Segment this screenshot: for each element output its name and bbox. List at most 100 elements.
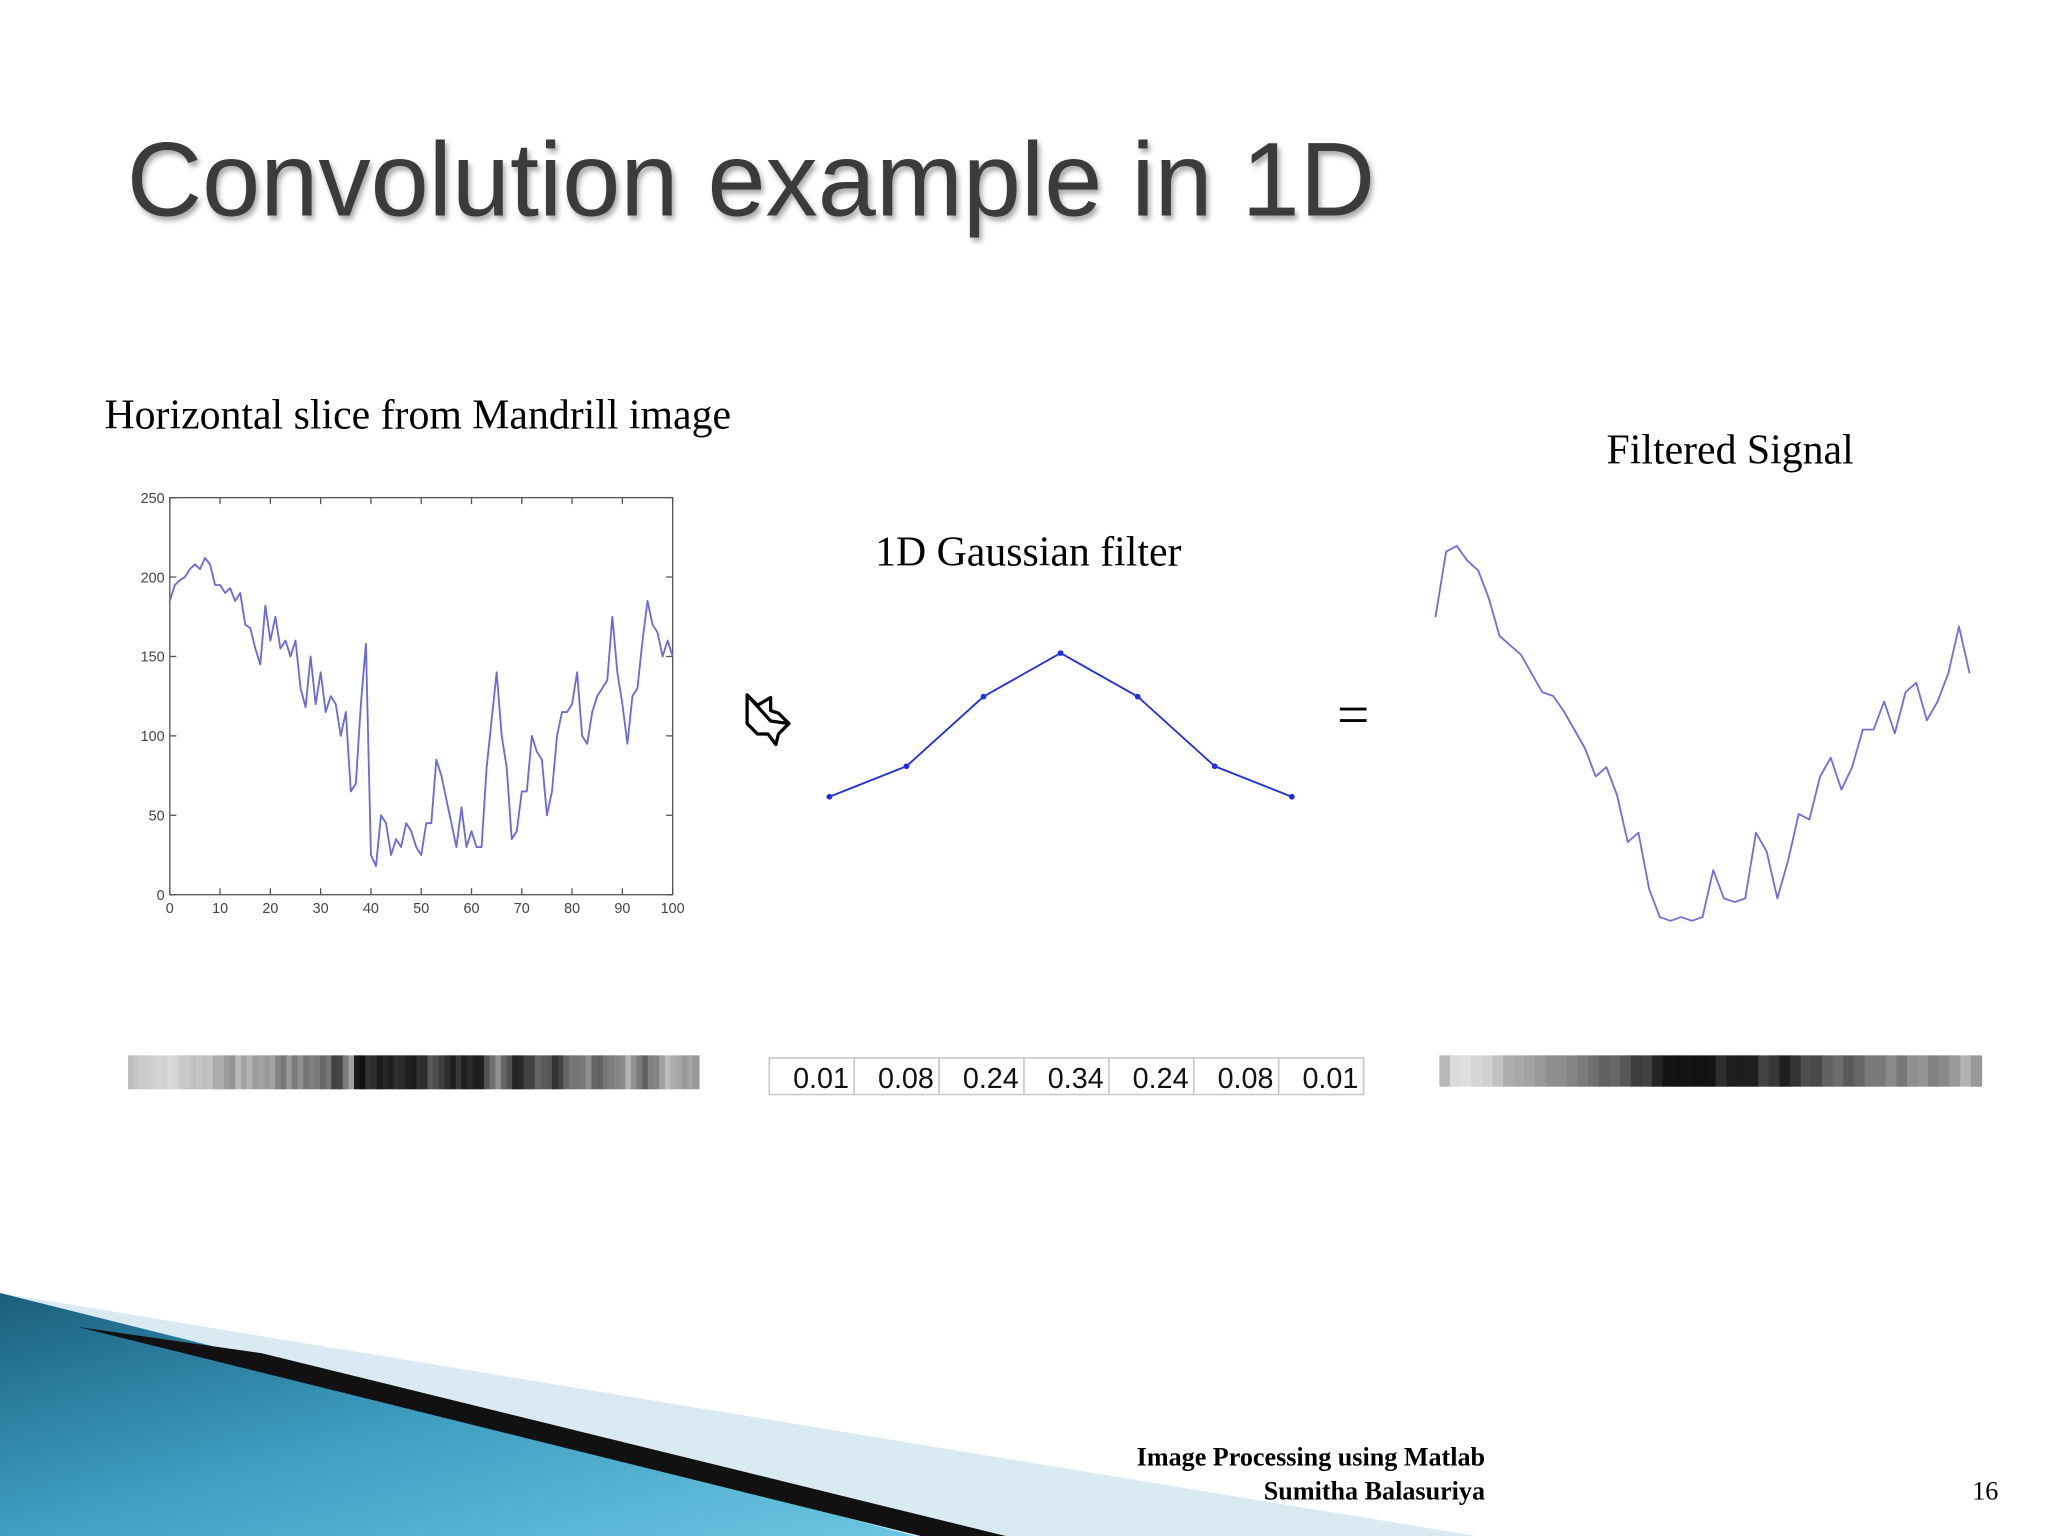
intensity-cell	[1885, 1055, 1898, 1087]
intensity-cell	[659, 1055, 666, 1090]
intensity-cell	[664, 1055, 672, 1090]
intensity-cell	[229, 1055, 237, 1090]
intensity-cell	[1471, 1055, 1483, 1087]
intensity-cell	[602, 1055, 610, 1090]
intensity-cell	[1758, 1055, 1770, 1087]
intensity-cell	[246, 1055, 254, 1090]
intensity-cell	[314, 1055, 321, 1090]
intensity-cell	[1535, 1055, 1547, 1087]
intensity-cell	[1503, 1055, 1515, 1087]
intensity-cell	[156, 1055, 163, 1090]
intensity-cell	[167, 1055, 174, 1090]
intensity-cell	[399, 1055, 406, 1090]
y-tick-label: 150	[141, 650, 165, 666]
intensity-cell	[681, 1055, 689, 1090]
intensity-cell	[1609, 1055, 1621, 1087]
intensity-cell	[1651, 1055, 1664, 1087]
intensity-cell	[1875, 1055, 1887, 1087]
intensity-cell	[608, 1055, 615, 1090]
intensity-cell	[1545, 1055, 1558, 1087]
kernel-value: 0.08	[878, 1063, 934, 1095]
intensity-cell	[1928, 1055, 1940, 1087]
intensity-cell	[614, 1055, 621, 1090]
intensity-cell	[173, 1055, 180, 1090]
intensity-cell	[331, 1055, 338, 1090]
intensity-cell	[557, 1055, 564, 1090]
x-tick-label: 100	[661, 901, 685, 917]
x-tick-label: 40	[363, 901, 379, 917]
intensity-cell	[563, 1055, 570, 1090]
x-tick-label: 0	[166, 901, 174, 917]
kernel-cell	[938, 1057, 1025, 1096]
intensity-cell	[144, 1055, 152, 1090]
x-tick-label: 50	[413, 901, 429, 917]
x-tick-label: 80	[564, 901, 580, 917]
intensity-cell	[427, 1055, 434, 1090]
signal-line	[1434, 545, 1971, 922]
kernel-value: 0.01	[1302, 1063, 1358, 1095]
intensity-cell	[1449, 1055, 1462, 1087]
intensity-cell	[274, 1055, 282, 1090]
intensity-cell	[523, 1055, 531, 1090]
intensity-cell	[489, 1055, 497, 1090]
intensity-cell	[450, 1055, 457, 1090]
intensity-cell	[512, 1055, 519, 1090]
decoration-black	[78, 1327, 1006, 1536]
intensity-cell	[404, 1055, 412, 1090]
intensity-cell	[1821, 1055, 1834, 1087]
intensity-cell	[517, 1055, 525, 1090]
intensity-cell	[484, 1055, 491, 1090]
intensity-cell	[1673, 1055, 1685, 1087]
filtered-label: Filtered Signal	[1607, 428, 1854, 474]
intensity-cell	[190, 1055, 197, 1090]
intensity-cell	[495, 1055, 502, 1090]
intensity-cell	[1715, 1055, 1728, 1087]
intensity-cell	[342, 1055, 350, 1090]
intensity-cell	[1768, 1055, 1781, 1087]
kernel-cell	[1108, 1057, 1195, 1096]
footer-line2: Sumitha Balasuriya	[1264, 1476, 1485, 1505]
intensity-cell	[1630, 1055, 1643, 1087]
point-marker	[1288, 793, 1295, 800]
kernel-value: 0.08	[1218, 1063, 1274, 1095]
intensity-cell	[546, 1055, 553, 1090]
intensity-cell	[1853, 1055, 1866, 1087]
equals-sign: =	[1337, 684, 1369, 747]
intensity-cell	[597, 1055, 604, 1090]
intensity-cell	[568, 1055, 576, 1090]
intensity-cell	[1641, 1055, 1653, 1087]
intensity-cell	[416, 1055, 423, 1090]
point-marker	[903, 763, 910, 770]
intensity-cell	[619, 1055, 627, 1090]
intensity-cell	[303, 1055, 310, 1090]
intensity-cell	[184, 1055, 191, 1090]
intensity-cell	[1896, 1055, 1908, 1087]
intensity-cell	[387, 1055, 395, 1090]
intensity-cell	[1779, 1055, 1791, 1087]
intensity-cell	[1705, 1055, 1717, 1087]
intensity-cell	[1577, 1055, 1589, 1087]
intensity-cell	[1949, 1055, 1961, 1087]
intensity-cell	[580, 1055, 587, 1090]
point-marker	[1057, 650, 1064, 656]
intensity-cell	[534, 1055, 542, 1090]
y-tick-label: 200	[141, 570, 165, 586]
slice-label: Horizontal slice from Mandrill image	[104, 392, 731, 438]
point-marker	[826, 793, 833, 800]
intensity-cell	[371, 1055, 378, 1090]
intensity-cell	[128, 1055, 135, 1090]
y-tick-label: 0	[157, 888, 165, 904]
intensity-cell	[286, 1055, 293, 1090]
intensity-cell	[478, 1055, 485, 1090]
kernel-cell	[1023, 1057, 1110, 1096]
intensity-cell	[139, 1055, 146, 1090]
signal-line	[829, 652, 1293, 798]
intensity-cell	[195, 1055, 203, 1090]
intensity-cell	[178, 1055, 186, 1090]
y-tick-label: 50	[149, 809, 165, 825]
intensity-cell	[201, 1055, 208, 1090]
intensity-cell	[636, 1055, 644, 1090]
page-number: 16	[1972, 1476, 1998, 1505]
intensity-cell	[676, 1055, 683, 1090]
